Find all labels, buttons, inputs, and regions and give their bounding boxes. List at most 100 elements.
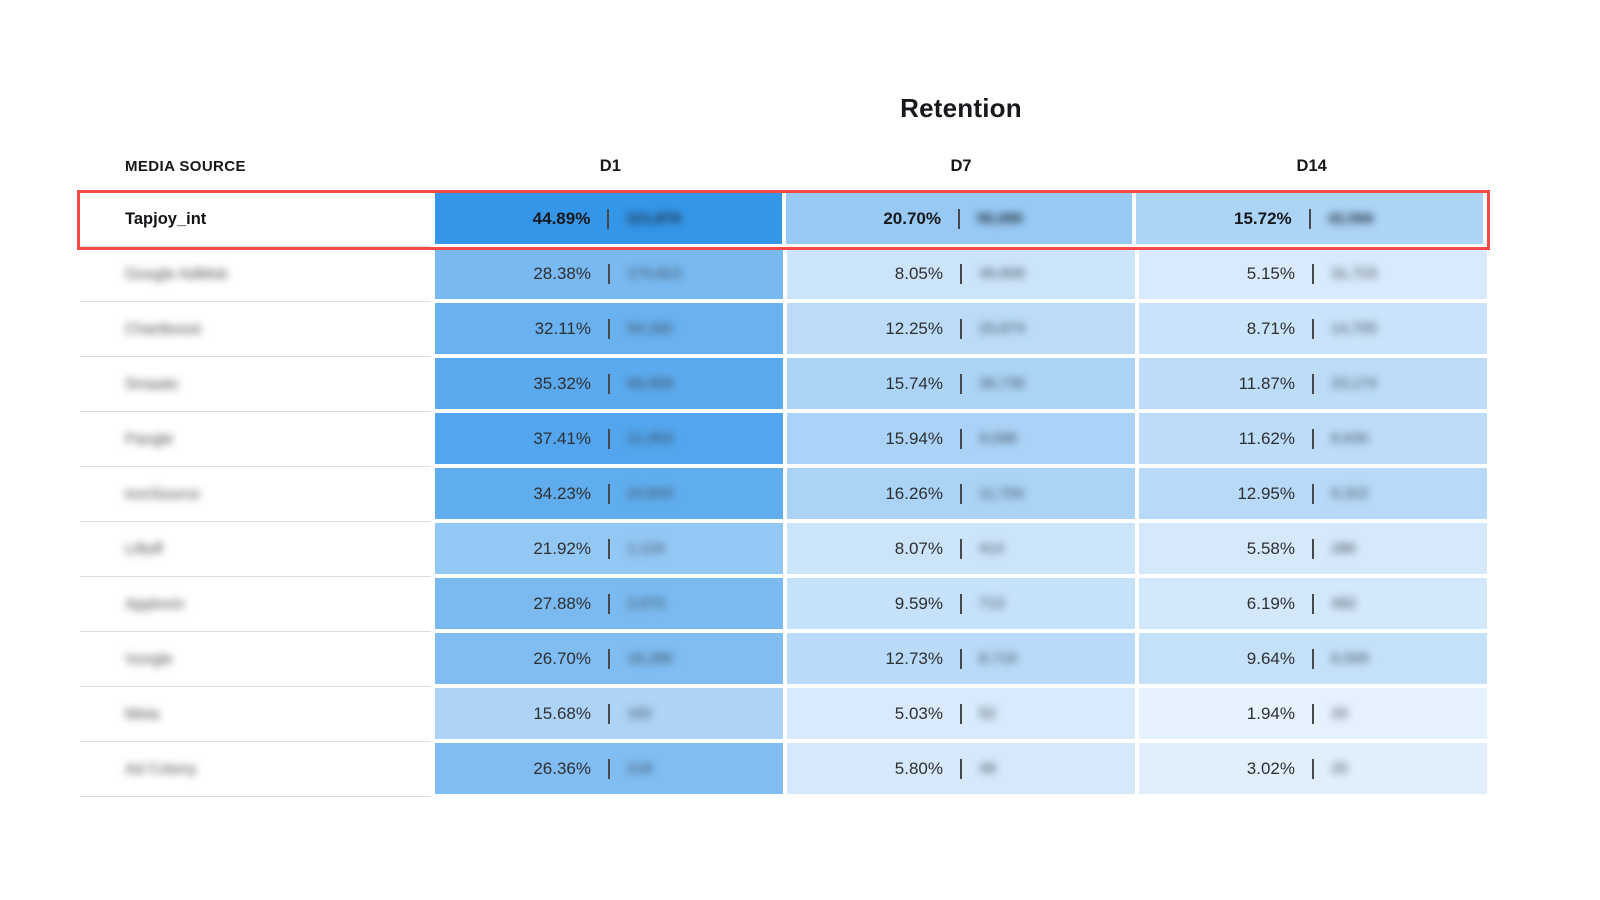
table-row: Tapjoy_int 44.89% 121,879 20.70% 56,080 … bbox=[77, 190, 1490, 250]
retention-cell-d7: 15.94% 9,098 bbox=[787, 413, 1135, 464]
pct-count-divider bbox=[1312, 648, 1314, 669]
column-header-d14: D14 bbox=[1296, 156, 1327, 175]
retention-cell-d1: 21.92% 1,124 bbox=[435, 523, 783, 574]
retention-pct: 35.32% bbox=[533, 373, 591, 393]
retention-cell-d7: 12.73% 8,719 bbox=[787, 633, 1135, 684]
pct-count-divider bbox=[608, 538, 610, 559]
pct-count-divider bbox=[608, 593, 610, 614]
retention-cell-d7: 9.59% 713 bbox=[787, 578, 1135, 629]
retention-cell-d1: 26.70% 18,285 bbox=[435, 633, 783, 684]
media-source-cell: ironSource bbox=[80, 468, 431, 522]
retention-cell-d7: 5.80% 48 bbox=[787, 743, 1135, 794]
retention-count: 21,953 bbox=[627, 430, 673, 447]
media-source-cell: Ad Colony bbox=[80, 743, 431, 797]
retention-pct: 11.62% bbox=[1238, 428, 1295, 448]
media-source-label: Liftoff bbox=[125, 540, 163, 558]
retention-count: 18,285 bbox=[627, 650, 673, 667]
retention-cell-d1: 44.89% 121,879 bbox=[435, 193, 782, 244]
retention-pct: 15.68% bbox=[533, 703, 591, 723]
pct-count-divider bbox=[608, 263, 610, 284]
retention-pct: 5.58% bbox=[1246, 538, 1295, 558]
retention-cell-d1: 15.68% 162 bbox=[435, 688, 783, 739]
pct-count-divider bbox=[960, 318, 962, 339]
retention-cell-d7: 8.07% 414 bbox=[787, 523, 1135, 574]
retention-pct: 21.92% bbox=[533, 538, 591, 558]
pct-count-divider bbox=[608, 428, 610, 449]
retention-cell-d1: 32.11% 54,182 bbox=[435, 303, 783, 354]
pct-count-divider bbox=[1312, 703, 1314, 724]
pct-count-divider bbox=[960, 373, 962, 394]
retention-count: 56,080 bbox=[977, 210, 1023, 227]
pct-count-divider bbox=[608, 758, 610, 779]
pct-count-divider bbox=[1312, 538, 1314, 559]
retention-pct: 20.70% bbox=[883, 208, 942, 228]
media-source-cell: Vungle bbox=[80, 633, 431, 687]
retention-count: 9,098 bbox=[979, 430, 1017, 447]
table-header-row: MEDIA SOURCE D1 D7 D14 bbox=[80, 150, 1487, 182]
pct-count-divider bbox=[960, 703, 962, 724]
media-source-cell: Meta bbox=[80, 688, 431, 742]
pct-count-divider bbox=[960, 593, 962, 614]
retention-pct: 34.23% bbox=[533, 483, 591, 503]
table-row: Vungle 26.70% 18,285 12.73% 8,719 9.64% … bbox=[80, 633, 1487, 688]
retention-cell-d14: 5.58% 286 bbox=[1139, 523, 1487, 574]
pct-count-divider bbox=[1312, 593, 1314, 614]
retention-pct: 26.36% bbox=[533, 758, 591, 778]
pct-count-divider bbox=[608, 373, 610, 394]
pct-count-divider bbox=[1312, 483, 1314, 504]
column-header-d7: D7 bbox=[950, 156, 972, 175]
retention-cell-d14: 11.62% 6,630 bbox=[1139, 413, 1487, 464]
retention-pct: 9.59% bbox=[894, 593, 943, 613]
retention-pct: 5.03% bbox=[894, 703, 943, 723]
retention-count: 162 bbox=[627, 705, 653, 722]
retention-cell-d7: 5.03% 52 bbox=[787, 688, 1135, 739]
media-source-label: ironSource bbox=[125, 485, 200, 503]
retention-cell-d1: 37.41% 21,953 bbox=[435, 413, 783, 464]
retention-count: 174,813 bbox=[627, 265, 682, 282]
retention-cell-d7: 16.26% 11,704 bbox=[787, 468, 1135, 519]
table-row: Google AdMob 28.38% 174,813 8.05% 49,609… bbox=[80, 248, 1487, 303]
retention-count: 2,073 bbox=[627, 595, 665, 612]
retention-pct: 37.41% bbox=[533, 428, 591, 448]
table-row: Smaato 35.32% 68,958 15.74% 30,735 11.87… bbox=[80, 358, 1487, 413]
retention-pct: 12.95% bbox=[1237, 483, 1295, 503]
retention-count: 6,630 bbox=[1331, 430, 1369, 447]
retention-count: 30,735 bbox=[979, 375, 1025, 392]
table-row: Pangle 37.41% 21,953 15.94% 9,098 11.62%… bbox=[80, 413, 1487, 468]
media-source-cell: Applovin bbox=[80, 578, 431, 632]
retention-count: 20 bbox=[1331, 705, 1348, 722]
retention-cell-d1: 27.88% 2,073 bbox=[435, 578, 783, 629]
media-source-label: Smaato bbox=[125, 375, 179, 393]
retention-pct: 9.64% bbox=[1246, 648, 1295, 668]
pct-count-divider bbox=[960, 648, 962, 669]
retention-cell-d14: 15.72% 42,566 bbox=[1136, 193, 1484, 244]
retention-count: 23,174 bbox=[1331, 375, 1377, 392]
retention-count: 9,322 bbox=[1331, 485, 1369, 502]
retention-cell-d14: 11.87% 23,174 bbox=[1139, 358, 1487, 409]
retention-count: 482 bbox=[1331, 595, 1357, 612]
retention-cell-d7: 12.25% 20,674 bbox=[787, 303, 1135, 354]
pct-count-divider bbox=[958, 208, 961, 229]
retention-cell-d14: 3.02% 25 bbox=[1139, 743, 1487, 794]
retention-cell-d14: 1.94% 20 bbox=[1139, 688, 1487, 739]
table-row: ironSource 34.23% 24,843 16.26% 11,704 1… bbox=[80, 468, 1487, 523]
retention-cell-d14: 6.19% 482 bbox=[1139, 578, 1487, 629]
pct-count-divider bbox=[607, 208, 610, 229]
media-source-label: Chartboost bbox=[125, 320, 201, 338]
retention-cell-d7: 15.74% 30,735 bbox=[787, 358, 1135, 409]
media-source-label: Vungle bbox=[125, 650, 173, 668]
media-source-label: Applovin bbox=[125, 595, 185, 613]
retention-pct: 27.88% bbox=[533, 593, 591, 613]
retention-pct: 26.70% bbox=[533, 648, 591, 668]
retention-pct: 6.19% bbox=[1246, 593, 1295, 613]
retention-count: 42,566 bbox=[1327, 210, 1374, 227]
retention-pct: 16.26% bbox=[885, 483, 943, 503]
retention-cell-d7: 20.70% 56,080 bbox=[785, 193, 1133, 244]
retention-count: 6,599 bbox=[1331, 650, 1369, 667]
media-source-label: Tapjoy_int bbox=[125, 210, 207, 228]
table-row: Meta 15.68% 162 5.03% 52 1.94% 20 bbox=[80, 688, 1487, 743]
column-header-d1: D1 bbox=[599, 156, 621, 175]
retention-cell-d7: 8.05% 49,609 bbox=[787, 248, 1135, 299]
media-source-label: Ad Colony bbox=[125, 760, 197, 778]
